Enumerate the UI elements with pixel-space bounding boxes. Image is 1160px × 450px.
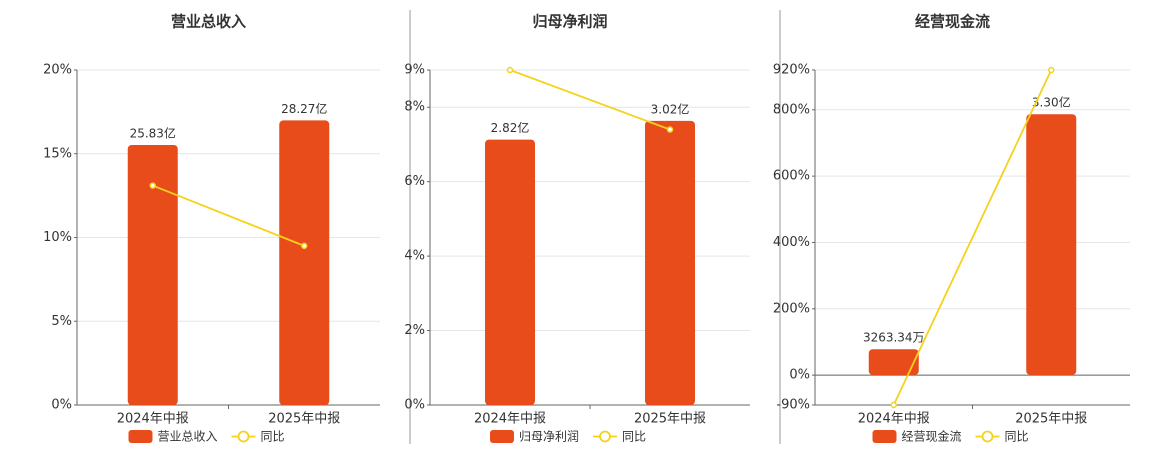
- line-point: [890, 401, 897, 409]
- line: [509, 69, 671, 131]
- value-label: 2.82亿: [491, 120, 530, 135]
- y-tick-label: -90%: [776, 398, 810, 413]
- y-tick-label: 0%: [404, 398, 425, 413]
- y-tick-label: 800%: [773, 102, 810, 117]
- x-tick-label: 2024年中报: [858, 412, 930, 427]
- y-tick-label: 600%: [773, 169, 810, 184]
- value-label: 3263.34万: [863, 331, 925, 345]
- y-tick-label: 400%: [773, 235, 810, 250]
- value-label: 3.30亿: [1032, 95, 1071, 110]
- legend-swatch: [237, 430, 250, 443]
- chart-title: 归母净利润: [532, 13, 607, 31]
- y-tick-label: 15%: [43, 146, 72, 161]
- legend-swatch: [490, 430, 514, 443]
- bar: [279, 120, 330, 406]
- legend-swatch: [872, 430, 897, 443]
- line-point: [149, 182, 156, 189]
- line-point: [1048, 66, 1055, 74]
- y-tick-label: 2%: [404, 323, 425, 338]
- legend-swatch: [599, 430, 611, 443]
- y-tick-label: 4%: [404, 249, 425, 264]
- bar: [1026, 114, 1077, 375]
- value-label: 3.02亿: [651, 101, 690, 116]
- x-tick-label: 2024年中报: [117, 412, 189, 427]
- y-tick-label: 9%: [404, 63, 425, 78]
- legend-label: 同比: [622, 430, 646, 444]
- x-tick-label: 2025年中报: [634, 412, 706, 427]
- chart-title: 营业总收入: [171, 13, 246, 31]
- y-tick-label: 5%: [51, 314, 72, 329]
- bar: [485, 139, 535, 405]
- y-tick-label: 200%: [773, 301, 810, 316]
- y-tick-label: 6%: [404, 174, 425, 189]
- bar: [127, 144, 178, 405]
- y-tick-label: 10%: [43, 230, 72, 245]
- y-tick-label: 920%: [773, 63, 810, 78]
- value-label: 25.83亿: [130, 125, 176, 140]
- line-point: [666, 126, 674, 133]
- line: [892, 69, 1053, 406]
- legend-label: 营业总收入: [158, 430, 218, 444]
- bar: [645, 120, 695, 405]
- x-tick-label: 2024年中报: [474, 412, 546, 427]
- value-label: 28.27亿: [281, 101, 327, 116]
- bar: [868, 349, 919, 375]
- x-tick-label: 2025年中报: [1015, 412, 1087, 427]
- chart-title: 经营现金流: [915, 13, 990, 31]
- line-point: [506, 66, 514, 74]
- legend-label: 经营现金流: [902, 429, 962, 444]
- y-tick-label: 0%: [789, 368, 810, 383]
- legend-swatch: [981, 430, 994, 443]
- y-tick-label: 0%: [51, 398, 72, 413]
- y-tick-label: 8%: [404, 100, 425, 115]
- legend-swatch: [128, 430, 153, 443]
- x-tick-label: 2025年中报: [268, 412, 340, 427]
- legend-label: 同比: [261, 430, 285, 444]
- y-tick-label: 20%: [43, 63, 72, 78]
- legend-label: 同比: [1005, 430, 1029, 444]
- legend-label: 归母净利润: [519, 430, 579, 444]
- line: [152, 184, 305, 247]
- line-point: [301, 242, 308, 250]
